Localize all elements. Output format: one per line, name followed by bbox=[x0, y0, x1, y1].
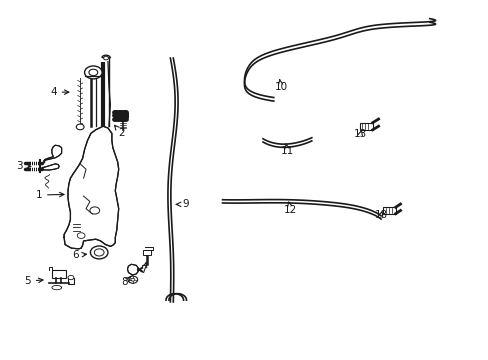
Text: 6: 6 bbox=[72, 250, 86, 260]
Circle shape bbox=[128, 276, 138, 283]
Text: 12: 12 bbox=[284, 202, 297, 216]
Polygon shape bbox=[143, 250, 151, 255]
Polygon shape bbox=[42, 164, 59, 170]
Text: 9: 9 bbox=[176, 199, 189, 210]
Circle shape bbox=[94, 249, 104, 256]
Circle shape bbox=[77, 233, 85, 238]
Text: 5: 5 bbox=[24, 276, 43, 286]
Circle shape bbox=[84, 66, 102, 79]
Circle shape bbox=[90, 207, 100, 214]
Polygon shape bbox=[114, 111, 127, 120]
Text: 11: 11 bbox=[280, 144, 293, 156]
Text: 13: 13 bbox=[374, 210, 387, 220]
Circle shape bbox=[89, 69, 98, 76]
Polygon shape bbox=[43, 145, 61, 163]
Circle shape bbox=[76, 124, 84, 130]
Text: 10: 10 bbox=[274, 80, 287, 93]
Circle shape bbox=[103, 56, 108, 60]
Polygon shape bbox=[359, 123, 372, 130]
Polygon shape bbox=[115, 111, 128, 120]
Text: 7: 7 bbox=[140, 262, 146, 275]
Polygon shape bbox=[383, 207, 395, 214]
Polygon shape bbox=[127, 264, 138, 275]
Text: 8: 8 bbox=[122, 276, 131, 287]
Text: 13: 13 bbox=[353, 129, 366, 139]
Circle shape bbox=[90, 246, 108, 259]
Text: 2: 2 bbox=[114, 125, 124, 138]
Text: 3: 3 bbox=[16, 161, 31, 171]
Circle shape bbox=[68, 275, 74, 280]
Bar bbox=[52, 270, 65, 278]
Polygon shape bbox=[64, 126, 119, 249]
Text: 1: 1 bbox=[35, 190, 64, 200]
Text: 4: 4 bbox=[50, 87, 69, 97]
Circle shape bbox=[131, 278, 135, 281]
